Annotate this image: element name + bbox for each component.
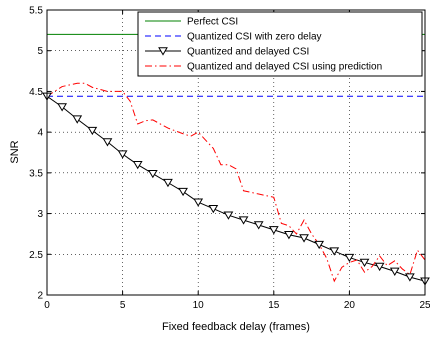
- series-3-point: [72, 115, 83, 124]
- series-3-point: [57, 103, 67, 112]
- series-3-point: [87, 126, 98, 136]
- series-3-point: [329, 247, 340, 256]
- series-3-point: [299, 234, 309, 243]
- x-tick-label: 25: [419, 300, 430, 311]
- plot-frame: [46, 9, 426, 296]
- y-tick-label: 5.5: [29, 6, 43, 17]
- x-tick-label: 20: [344, 300, 356, 311]
- series-3-point: [238, 216, 249, 225]
- series-3-point: [344, 253, 355, 263]
- y-tick-label: 4.5: [29, 87, 43, 98]
- y-tick-label: 3.5: [29, 168, 43, 179]
- x-tick-label: 5: [120, 300, 126, 311]
- legend-label-2: Quantized CSI with zero delay: [187, 32, 322, 43]
- legend-box: [137, 11, 423, 77]
- legend-marker-3: [158, 47, 168, 56]
- series-3-point: [178, 187, 188, 197]
- series-3-point: [374, 262, 385, 272]
- y-tick-label: 4: [37, 128, 43, 139]
- axis-ticks: 0 5 10 15 20 25 2 2.5 3 3.5 4 4.5 5 5.5: [29, 6, 430, 312]
- y-axis-label: SNR: [9, 140, 21, 163]
- series-3-point: [163, 178, 173, 188]
- series-line-4: [47, 82, 425, 283]
- y-tick-label: 2: [37, 291, 43, 302]
- y-tick-label: 5: [37, 46, 43, 57]
- x-tick-label: 15: [268, 300, 280, 311]
- x-tick-label: 10: [193, 300, 205, 311]
- series-3-point: [284, 231, 294, 240]
- y-tick-label: 3: [37, 209, 43, 220]
- series-3-point: [193, 198, 204, 207]
- series-3-point: [253, 221, 264, 230]
- series-3-point: [102, 138, 113, 147]
- series-3-point: [147, 169, 158, 179]
- series-3-point: [268, 226, 279, 235]
- legend: Perfect CSI Quantized CSI with zero delay…: [137, 11, 423, 77]
- series-3-point: [405, 273, 415, 282]
- series-3-point: [314, 240, 325, 250]
- y-tick-label: 2.5: [29, 250, 43, 261]
- series-3-point: [389, 267, 400, 276]
- legend-label-1: Perfect CSI: [187, 17, 238, 28]
- marker-layer: [42, 92, 430, 286]
- x-axis-label: Fixed feedback delay (frames): [162, 321, 310, 333]
- x-tick-label: 0: [44, 300, 50, 311]
- series-3-point: [132, 161, 143, 170]
- series-3-point: [359, 258, 370, 268]
- legend-label-4: Quantized and delayed CSI using predicti…: [187, 62, 382, 73]
- series-3-point: [117, 150, 128, 159]
- legend-label-3: Quantized and delayed CSI: [187, 47, 309, 58]
- series-3-point: [208, 204, 219, 214]
- series-3-point: [223, 211, 234, 220]
